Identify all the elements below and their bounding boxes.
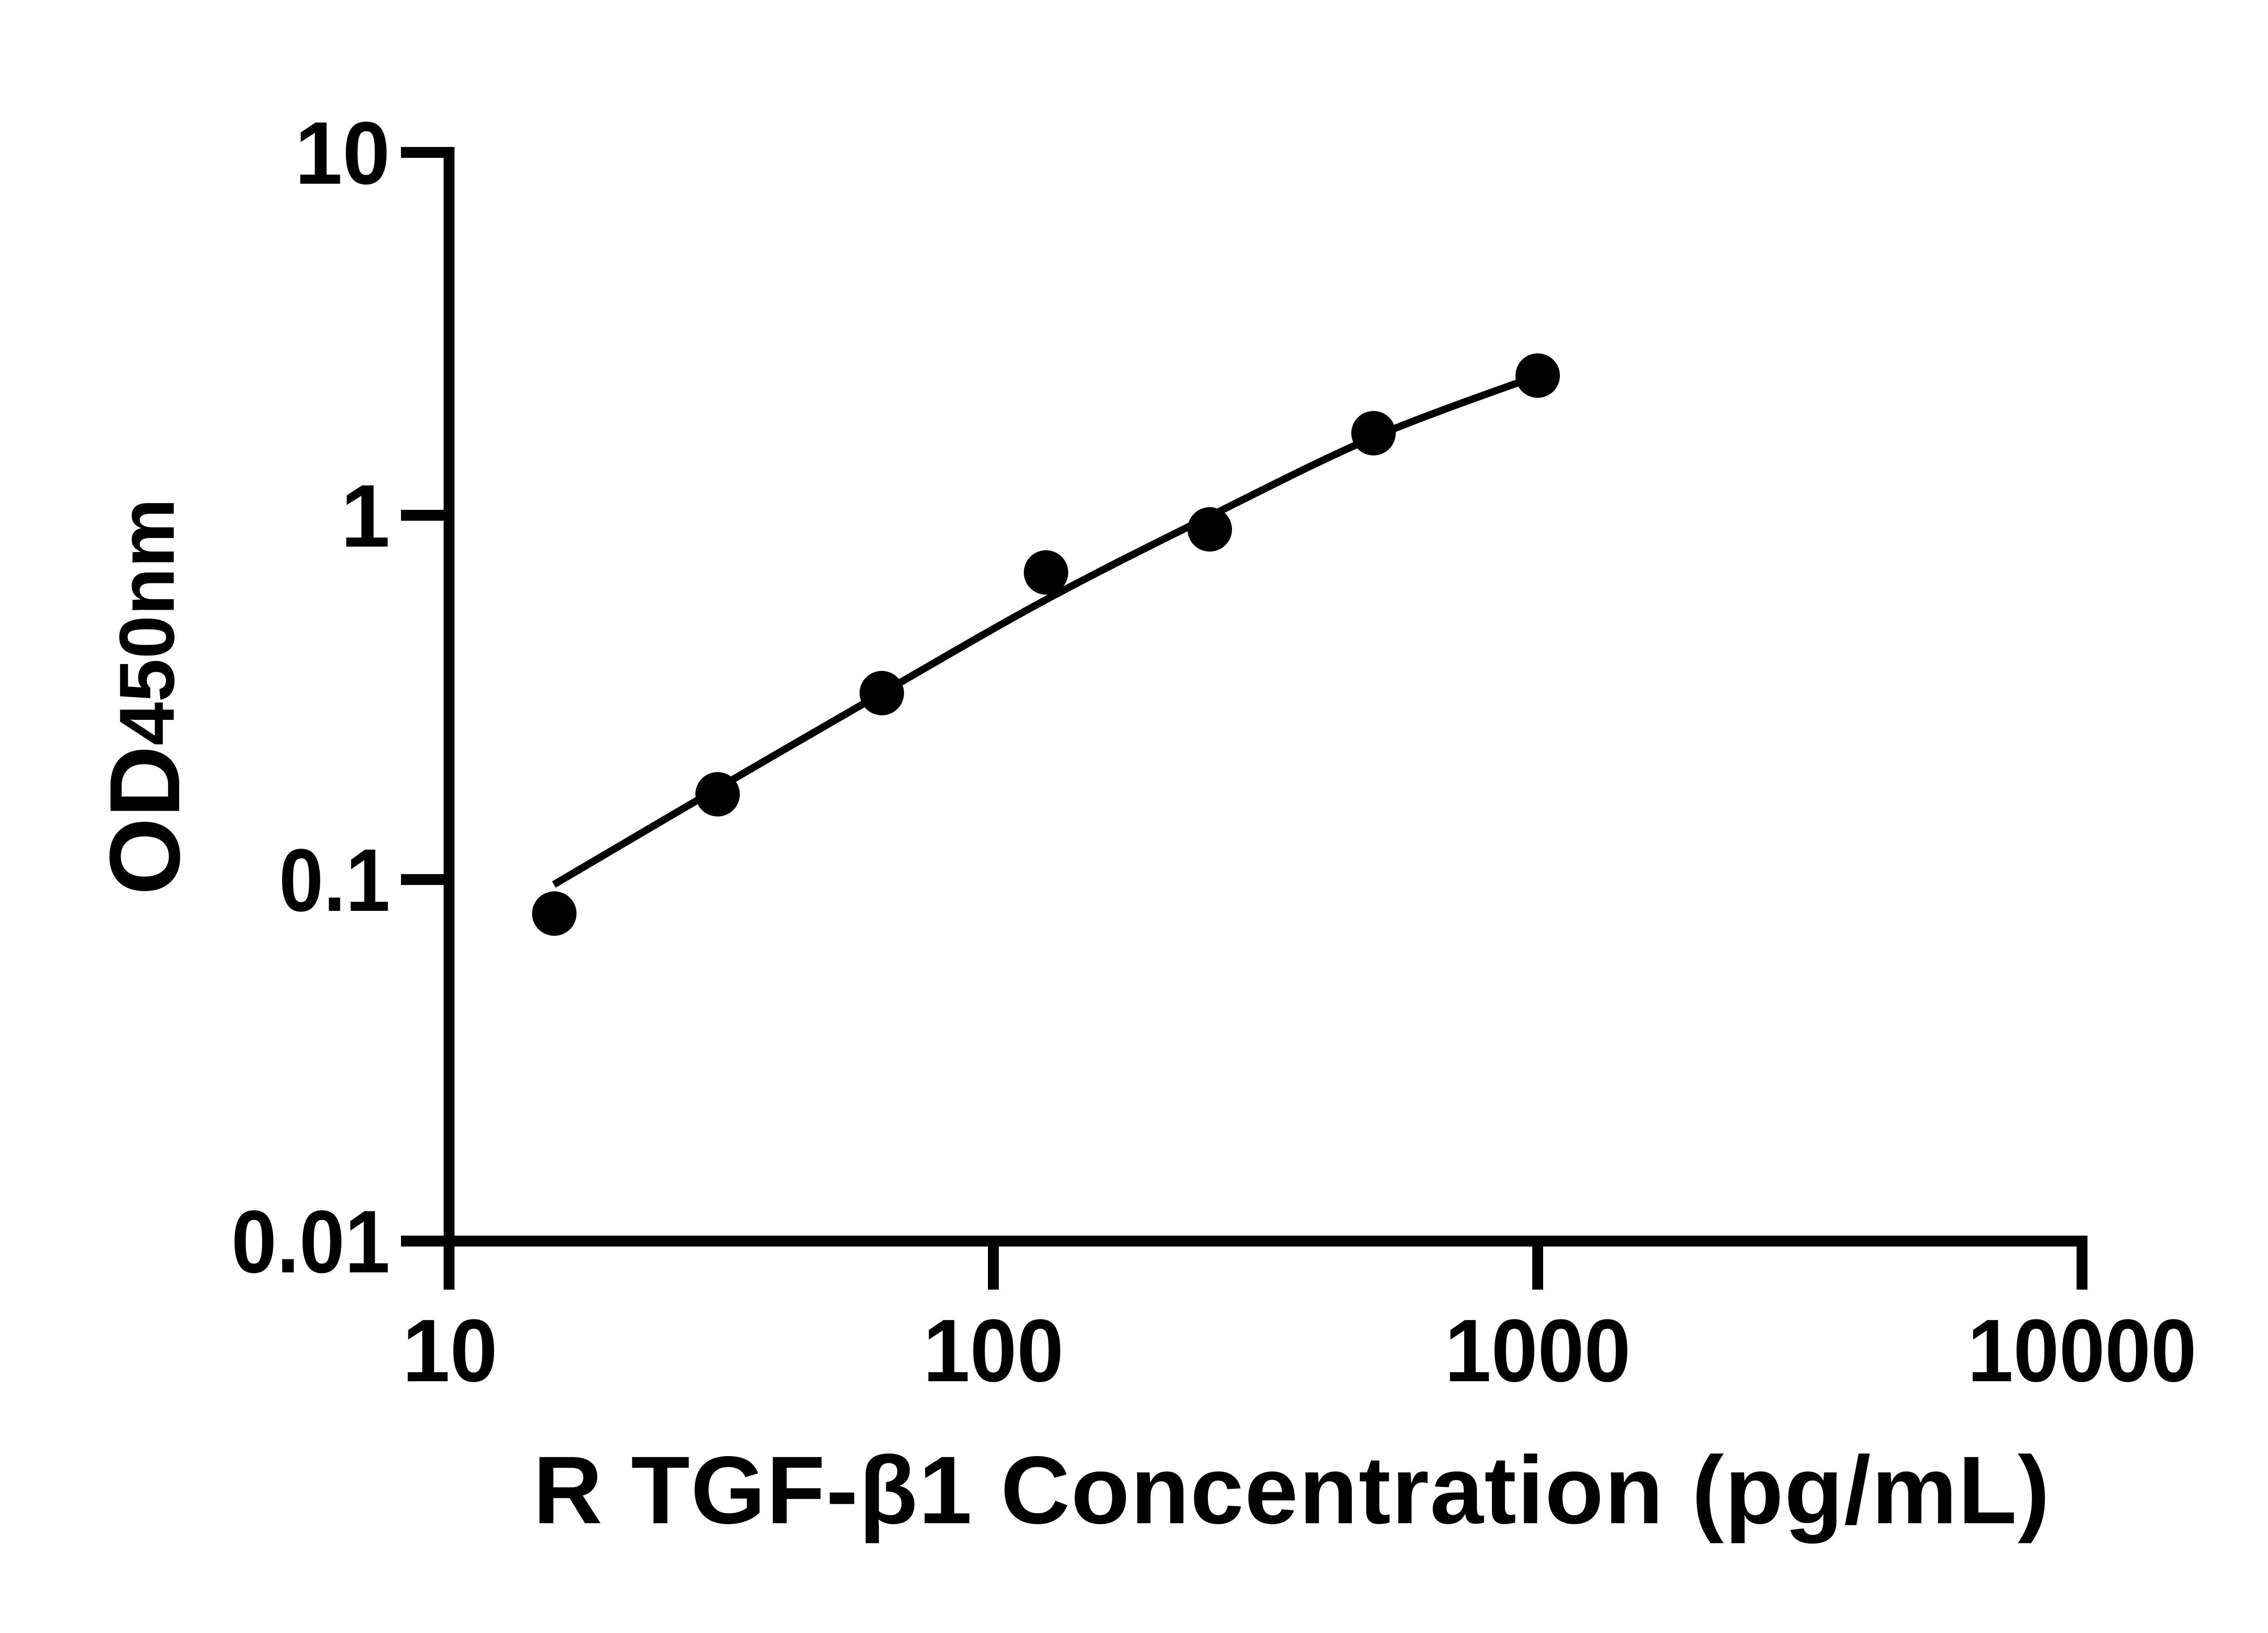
svg-text:100: 100 [923, 1301, 1064, 1400]
svg-text:1: 1 [341, 466, 390, 566]
svg-text:OD450nm: OD450nm [89, 499, 200, 895]
svg-text:0.01: 0.01 [231, 1192, 390, 1291]
svg-text:10: 10 [402, 1301, 498, 1400]
svg-text:10000: 10000 [1968, 1301, 2197, 1400]
svg-text:10: 10 [295, 103, 390, 203]
svg-text:0.1: 0.1 [279, 831, 390, 930]
svg-text:1000: 1000 [1445, 1301, 1631, 1400]
svg-text:R TGF-β1 Concentration (pg/mL): R TGF-β1 Concentration (pg/mL) [533, 1436, 2051, 1544]
